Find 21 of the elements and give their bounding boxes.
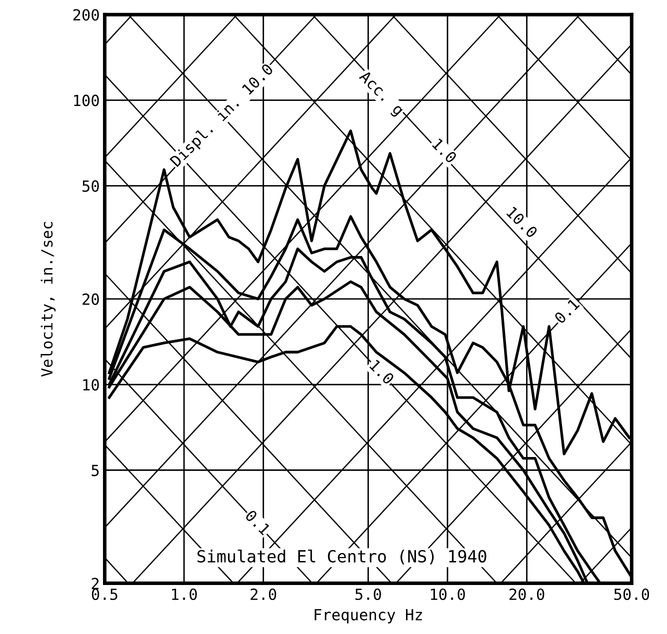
y-axis-title: Velocity, in./sec [40,222,56,377]
x-tick-label: 5.0 [355,588,381,600]
annotation: 0.1 [244,509,271,536]
y-tick-label: 50 [82,180,99,192]
annotation: 1.0 [432,138,458,164]
annotation: 1.0 [369,359,395,385]
y-tick-label: 20 [82,293,99,305]
x-tick-label: 10.0 [430,588,465,600]
x-tick-label: 2.0 [250,588,276,600]
y-tick-label: 5 [92,464,99,476]
x-tick-label: 20.0 [510,588,544,600]
x-tick-label: 50.0 [614,588,650,600]
x-axis-title: Frequency Hz [314,609,422,624]
annotation: Simulated El Centro (NS) 1940 [197,550,486,565]
x-tick-label: 0.5 [92,588,118,600]
y-tick-label: 10 [83,379,99,391]
y-tick-label: 2 [92,578,99,590]
y-tick-label: 100 [74,94,99,106]
y-tick-label: 200 [73,9,99,21]
x-tick-label: 1.0 [172,588,197,600]
annotation: 0.1 [554,298,580,324]
